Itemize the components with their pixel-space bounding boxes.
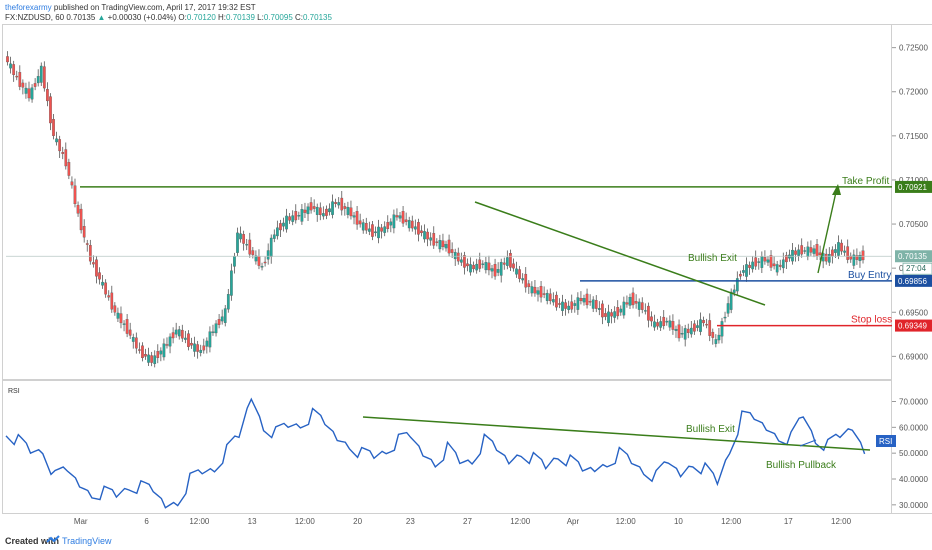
- time-tick-label: 13: [248, 517, 257, 526]
- time-tick-label: 17: [784, 517, 793, 526]
- low-label: L:: [257, 13, 264, 22]
- open-label: O:: [178, 13, 187, 22]
- created-with-text: Created with: [5, 536, 60, 546]
- price-axis[interactable]: [892, 24, 932, 514]
- time-tick-label: 27: [463, 517, 472, 526]
- rsi-pane[interactable]: [2, 380, 892, 514]
- time-tick-label: 12:00: [295, 517, 316, 526]
- up-arrow-icon: ▲: [97, 13, 106, 22]
- published-text: published on TradingView.com, April 17, …: [51, 3, 256, 12]
- open-value: 0.70120: [186, 13, 216, 22]
- chart-header-quote: FX:NZDUSD, 60 0.70135 ▲ +0.00030 (+0.04%…: [5, 13, 332, 22]
- footer: Created with TradingView: [0, 530, 932, 550]
- chart-header-publisher: theforexarmy published on TradingView.co…: [5, 3, 256, 12]
- high-value: 0.70139: [226, 13, 255, 22]
- time-tick-label: 12:00: [616, 517, 637, 526]
- time-tick-label: 12:00: [189, 517, 210, 526]
- time-tick-label: Apr: [567, 517, 580, 526]
- tradingview-brand-link[interactable]: TradingView: [62, 536, 112, 546]
- time-tick-label: 10: [674, 517, 683, 526]
- time-axis-ticks: Mar 6 12:00 13 12:00 20 23 27 12:00 Apr 12:00 10 12:…: [74, 517, 852, 526]
- close-value: 0.70135: [303, 13, 332, 22]
- tradingview-logo-icon: [46, 535, 60, 543]
- symbol-label: FX:NZDUSD, 60: [5, 13, 65, 22]
- change-value: +0.00030 (+0.04%): [107, 13, 177, 22]
- time-tick-label: 6: [144, 517, 149, 526]
- time-tick-label: 12:00: [721, 517, 742, 526]
- price-pane[interactable]: [2, 24, 892, 380]
- last-price: 0.70135: [66, 13, 96, 22]
- time-tick-label: 20: [353, 517, 362, 526]
- time-tick-label: 12:00: [510, 517, 531, 526]
- time-tick-label: 23: [406, 517, 415, 526]
- close-label: C:: [295, 13, 303, 22]
- time-tick-label: 12:00: [831, 517, 852, 526]
- author-link[interactable]: theforexarmy: [5, 3, 52, 12]
- time-tick-label: Mar: [74, 517, 88, 526]
- low-value: 0.70095: [263, 13, 293, 22]
- high-label: H:: [218, 13, 227, 22]
